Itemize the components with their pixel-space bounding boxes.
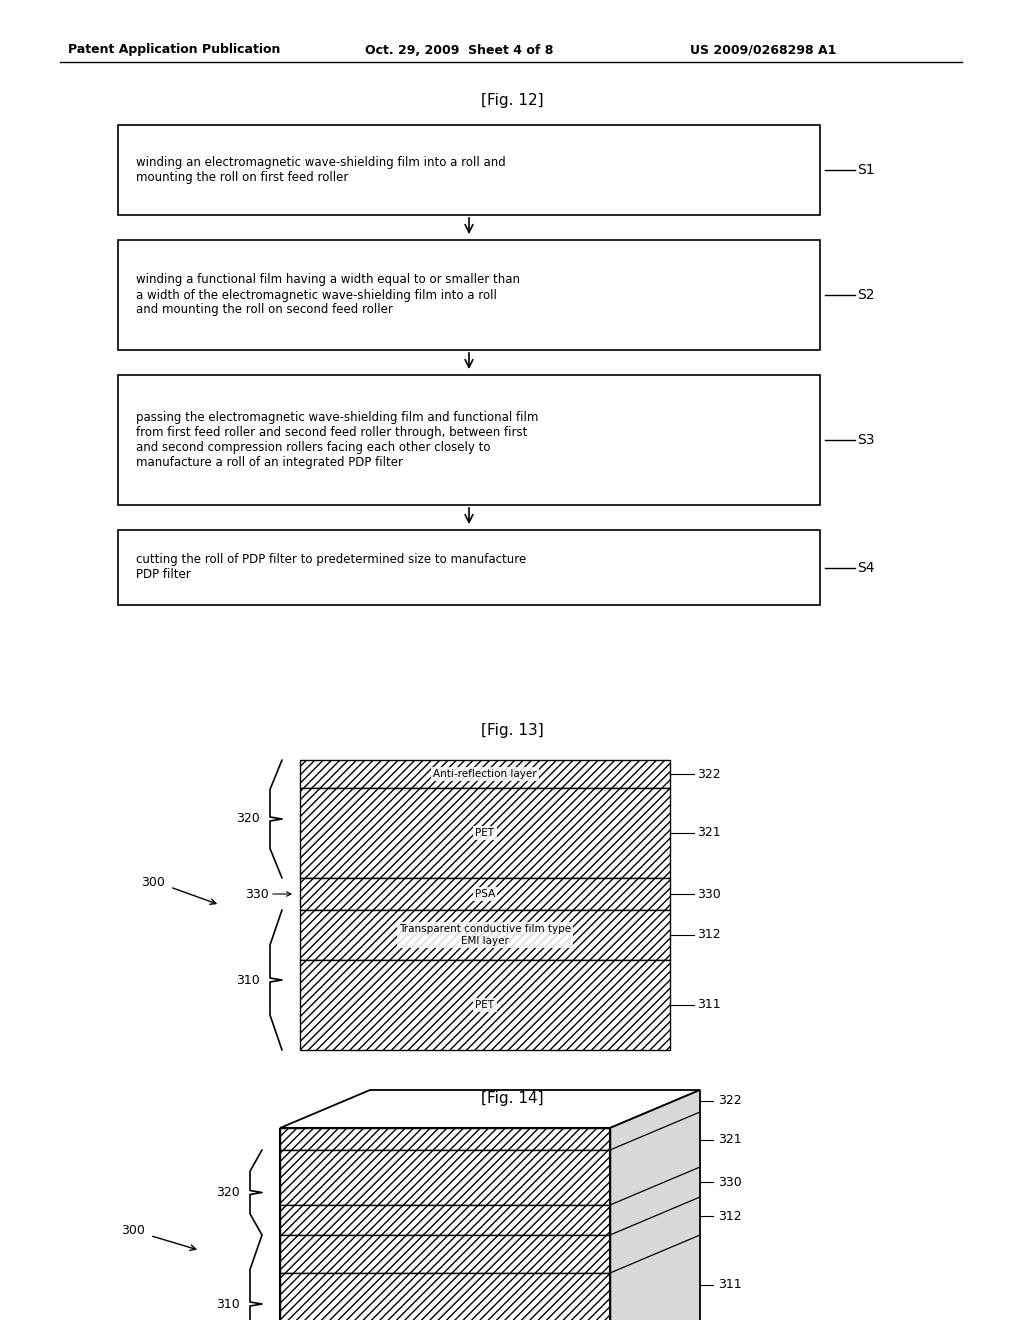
- Polygon shape: [610, 1090, 700, 1320]
- Text: [Fig. 13]: [Fig. 13]: [480, 722, 544, 738]
- Text: 312: 312: [697, 928, 721, 941]
- Bar: [280, 1236, 610, 1272]
- Bar: [280, 1129, 610, 1150]
- Bar: [280, 1272, 610, 1320]
- Text: 300: 300: [121, 1224, 145, 1237]
- Text: 310: 310: [237, 974, 260, 986]
- Bar: [300, 909, 670, 960]
- Text: PET: PET: [475, 1001, 495, 1010]
- Text: 320: 320: [216, 1185, 240, 1199]
- Bar: [300, 788, 670, 878]
- Text: cutting the roll of PDP filter to predetermined size to manufacture
PDP filter: cutting the roll of PDP filter to predet…: [136, 553, 526, 582]
- Polygon shape: [280, 1090, 700, 1129]
- Text: S3: S3: [857, 433, 874, 447]
- Text: S2: S2: [857, 288, 874, 302]
- Text: S4: S4: [857, 561, 874, 574]
- Bar: [300, 878, 670, 909]
- Text: [Fig. 12]: [Fig. 12]: [480, 92, 544, 107]
- Bar: [280, 1205, 610, 1236]
- Text: 320: 320: [237, 813, 260, 825]
- Text: 330: 330: [718, 1176, 741, 1188]
- Text: 321: 321: [718, 1133, 741, 1146]
- Text: 330: 330: [245, 887, 268, 900]
- Text: Anti-reflection layer: Anti-reflection layer: [433, 770, 537, 779]
- Text: 311: 311: [697, 998, 721, 1011]
- Text: PSA: PSA: [475, 888, 496, 899]
- Bar: [118, 125, 820, 215]
- Text: 321: 321: [697, 826, 721, 840]
- Text: 311: 311: [718, 1279, 741, 1291]
- Bar: [118, 375, 820, 506]
- Text: winding an electromagnetic wave-shielding film into a roll and
mounting the roll: winding an electromagnetic wave-shieldin…: [136, 156, 506, 183]
- Text: 312: 312: [718, 1209, 741, 1222]
- Bar: [300, 760, 670, 788]
- Text: 322: 322: [718, 1094, 741, 1107]
- Text: S1: S1: [857, 162, 874, 177]
- Text: passing the electromagnetic wave-shielding film and functional film
from first f: passing the electromagnetic wave-shieldi…: [136, 411, 539, 469]
- Text: 300: 300: [141, 876, 165, 890]
- Bar: [280, 1129, 610, 1320]
- Text: Transparent conductive film type
EMI layer: Transparent conductive film type EMI lay…: [399, 924, 571, 946]
- Text: Patent Application Publication: Patent Application Publication: [68, 44, 281, 57]
- Text: Oct. 29, 2009  Sheet 4 of 8: Oct. 29, 2009 Sheet 4 of 8: [365, 44, 553, 57]
- Text: 310: 310: [216, 1298, 240, 1311]
- Text: 322: 322: [697, 767, 721, 780]
- Text: winding a functional film having a width equal to or smaller than
a width of the: winding a functional film having a width…: [136, 273, 520, 317]
- Bar: [118, 531, 820, 605]
- Bar: [300, 960, 670, 1049]
- Text: US 2009/0268298 A1: US 2009/0268298 A1: [690, 44, 837, 57]
- Text: PET: PET: [475, 828, 495, 838]
- Bar: [118, 240, 820, 350]
- Text: [Fig. 14]: [Fig. 14]: [480, 1090, 544, 1106]
- Bar: [280, 1150, 610, 1205]
- Text: 330: 330: [697, 887, 721, 900]
